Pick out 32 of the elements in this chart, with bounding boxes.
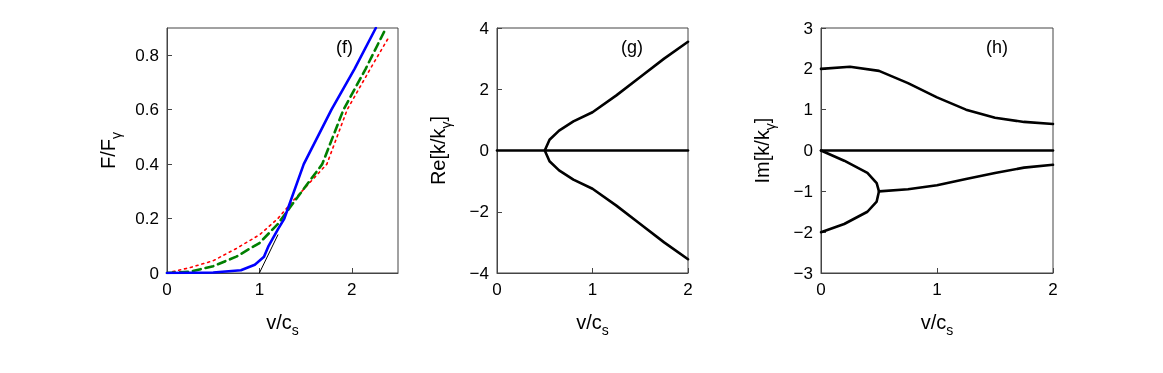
y-tick-label: 4: [479, 18, 489, 38]
x-tick-label: 1: [932, 280, 942, 299]
y-tick-label: 0.8: [135, 45, 159, 65]
y-tick-label: 2: [479, 79, 489, 99]
y-tick-label: 0.6: [135, 100, 159, 120]
y-tick-label: 0.4: [135, 154, 159, 174]
x-tick-label: 2: [1048, 280, 1058, 299]
y-axis-title: Im[k/kγ]: [751, 117, 778, 184]
y-tick-label: −2: [469, 202, 489, 222]
x-tick-label: 2: [347, 280, 357, 299]
annotation: (f): [336, 37, 354, 57]
y-tick-label: 0: [803, 141, 813, 160]
y-tick-label: 0: [479, 141, 489, 160]
y-tick-label: −3: [793, 263, 813, 283]
annotation: (g): [621, 37, 643, 57]
annotation: (h): [986, 37, 1008, 57]
y-tick-label: 0.2: [135, 209, 159, 229]
y-tick-label: −2: [793, 222, 813, 242]
x-tick-label: 0: [492, 280, 502, 299]
x-tick-label: 0: [816, 280, 826, 299]
y-tick-label: 3: [803, 18, 813, 38]
y-tick-label: −4: [469, 263, 489, 283]
y-tick-label: 2: [803, 59, 813, 79]
x-tick-label: 1: [254, 280, 265, 299]
y-tick-label: 1: [803, 100, 813, 120]
y-tick-label: 0: [149, 263, 159, 283]
y-axis-title: F/Fγ: [97, 132, 124, 169]
y-axis-title: Re[k/kγ]: [427, 115, 454, 186]
x-tick-label: 0: [162, 280, 172, 299]
y-tick-label: −1: [793, 181, 813, 201]
x-tick-label: 1: [587, 280, 598, 299]
x-tick-label: 2: [683, 280, 693, 299]
